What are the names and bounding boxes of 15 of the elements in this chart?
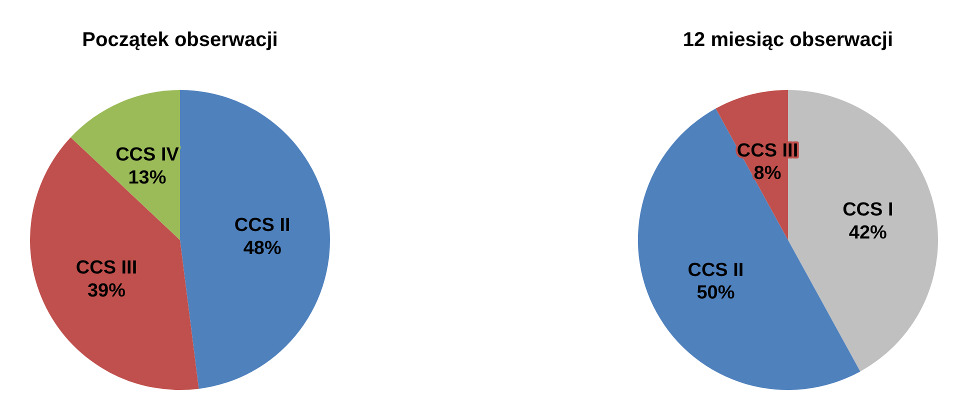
data-label: 48% bbox=[243, 238, 282, 259]
slice-label: CCS II bbox=[688, 260, 744, 281]
slice-label: CCS II bbox=[234, 215, 290, 236]
data-label: 39% bbox=[87, 280, 126, 302]
slice-label: CCS IV bbox=[116, 144, 180, 166]
chart-title: 12 miesiąc obserwacji bbox=[682, 29, 894, 51]
data-label: 13% bbox=[128, 167, 166, 188]
slice-label: CCS III bbox=[76, 258, 138, 279]
chart-title: Początek obserwacji bbox=[82, 29, 278, 51]
data-label: 50% bbox=[696, 282, 735, 304]
pie-slice bbox=[30, 137, 199, 390]
data-label: 42% bbox=[848, 222, 888, 244]
data-label: 8% bbox=[754, 163, 782, 184]
slice-label: CCS I bbox=[842, 200, 894, 221]
pie-slice bbox=[180, 90, 330, 389]
